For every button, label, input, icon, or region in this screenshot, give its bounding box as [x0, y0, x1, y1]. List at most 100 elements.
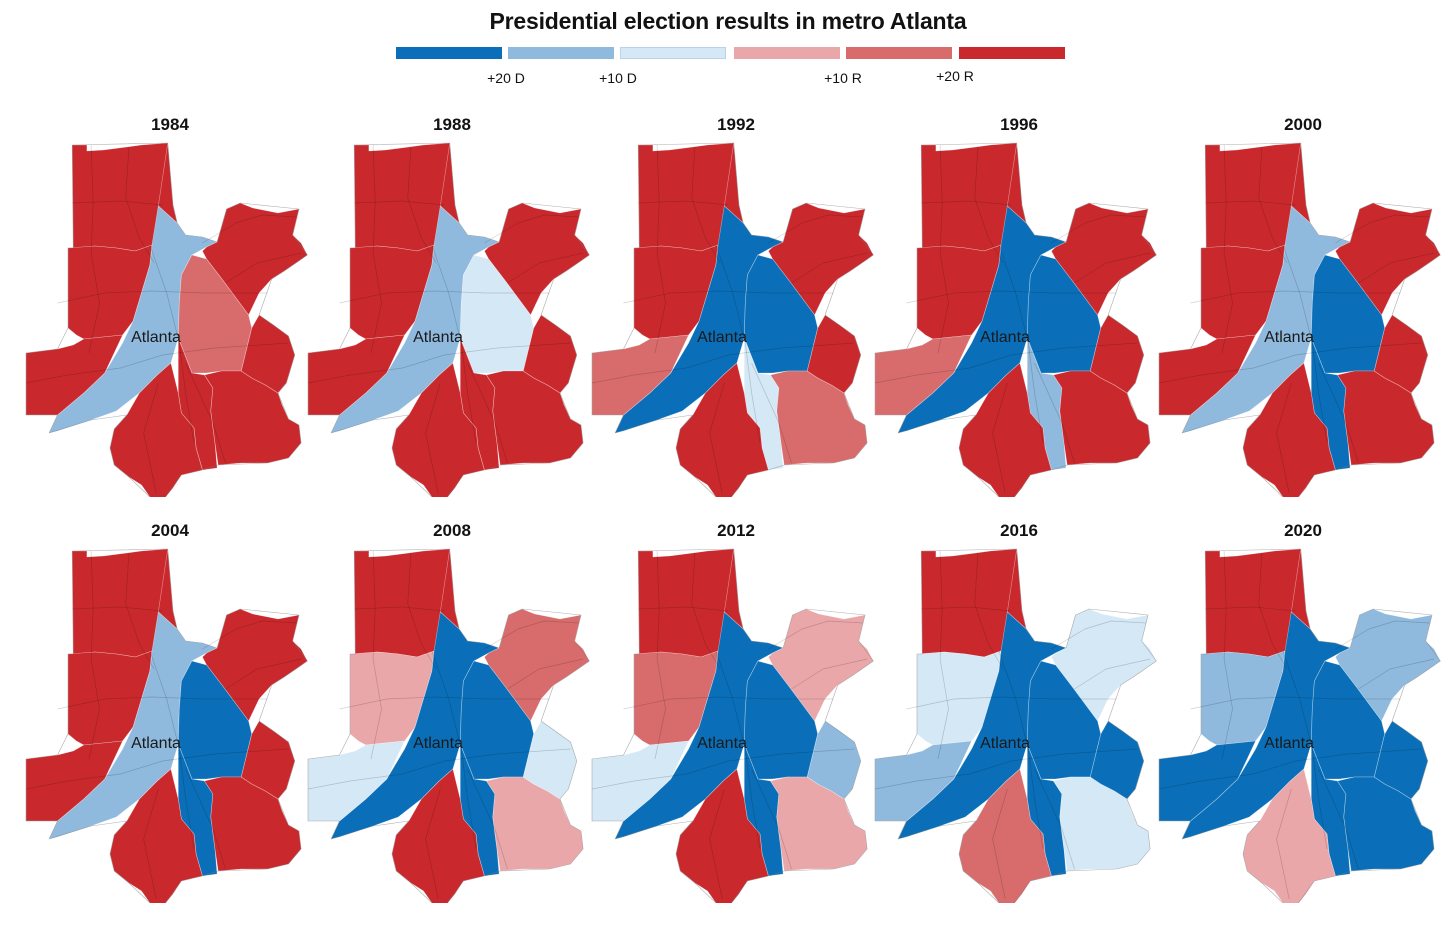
city-label-atlanta: Atlanta — [413, 735, 463, 752]
county-henry[interactable] — [1337, 370, 1435, 466]
county-henry[interactable] — [486, 370, 584, 466]
road-line — [691, 146, 721, 264]
road-line — [591, 748, 855, 790]
metro-outline — [307, 142, 590, 497]
legend-tick-r20: +20 R — [936, 68, 974, 84]
county-henry[interactable] — [1053, 776, 1151, 872]
county-henry[interactable] — [1053, 370, 1151, 466]
road-line — [654, 550, 666, 760]
road-line — [1190, 290, 1401, 304]
map-year-label: 1988 — [433, 115, 471, 134]
road-line — [1335, 214, 1430, 244]
road-line — [1158, 342, 1422, 384]
metro-outline — [591, 548, 874, 903]
county-dekalb[interactable] — [743, 254, 819, 374]
road-line — [202, 214, 297, 244]
road-line — [1221, 144, 1233, 354]
metro-outline — [591, 142, 874, 497]
legend-swatch-d10 — [508, 47, 614, 59]
county-map — [591, 142, 874, 497]
county-dekalb[interactable] — [1310, 254, 1386, 374]
map-panel-2000: 2000 Atlanta — [1158, 115, 1448, 515]
road-line — [307, 342, 571, 384]
road-line — [1358, 658, 1435, 690]
road-line — [623, 290, 834, 304]
county-dekalb[interactable] — [743, 660, 819, 780]
legend-swatch-r10 — [846, 47, 952, 59]
county-map — [1158, 548, 1441, 903]
road-line — [185, 768, 226, 870]
legend-tick-r10: +10 R — [824, 70, 862, 86]
road-line — [638, 606, 729, 612]
road-line — [125, 552, 155, 670]
road-line — [225, 252, 302, 284]
county-henry[interactable] — [486, 776, 584, 872]
road-line — [921, 200, 1012, 206]
county-henry[interactable] — [204, 370, 302, 466]
road-line — [185, 362, 226, 464]
city-label-atlanta: Atlanta — [413, 329, 463, 346]
road-line — [874, 748, 1138, 790]
road-line — [1158, 748, 1422, 790]
metro-outline — [1158, 142, 1441, 497]
road-line — [751, 362, 792, 464]
legend-swatch-r20 — [959, 47, 1065, 59]
road-line — [72, 606, 163, 612]
county-map — [25, 548, 308, 903]
county-henry[interactable] — [204, 776, 302, 872]
metro-outline — [307, 548, 590, 903]
legend-tick-d20: +20 D — [487, 70, 525, 86]
road-line — [1282, 650, 1328, 850]
county-dekalb[interactable] — [1026, 660, 1102, 780]
map-panel-1996: 1996 Atlanta — [874, 115, 1164, 515]
map-panel-1984: 1984 Atlanta — [25, 115, 315, 515]
city-label-atlanta: Atlanta — [131, 329, 181, 346]
county-dekalb[interactable] — [177, 660, 253, 780]
city-label-atlanta: Atlanta — [980, 329, 1030, 346]
road-line — [992, 788, 1008, 900]
road-line — [906, 290, 1117, 304]
road-line — [370, 550, 382, 760]
road-line — [307, 748, 571, 790]
road-line — [1335, 620, 1430, 650]
county-henry[interactable] — [1337, 776, 1435, 872]
road-line — [431, 650, 477, 850]
road-line — [354, 606, 445, 612]
road-line — [225, 658, 302, 690]
county-dekalb[interactable] — [1026, 254, 1102, 374]
road-line — [425, 788, 441, 900]
county-dekalb[interactable] — [459, 254, 535, 374]
road-line — [25, 342, 289, 384]
road-line — [339, 290, 550, 304]
county-dekalb[interactable] — [459, 660, 535, 780]
road-line — [638, 200, 729, 206]
road-line — [591, 342, 855, 384]
county-map — [874, 548, 1157, 903]
road-line — [407, 146, 437, 264]
county-dekalb[interactable] — [1310, 660, 1386, 780]
map-panel-2016: 2016 Atlanta — [874, 521, 1164, 921]
road-line — [1074, 658, 1151, 690]
road-line — [791, 658, 868, 690]
metro-outline — [874, 142, 1157, 497]
road-line — [974, 146, 1004, 264]
road-line — [339, 696, 550, 710]
road-line — [715, 650, 761, 850]
road-line — [751, 768, 792, 870]
county-map — [874, 142, 1157, 497]
road-line — [715, 244, 761, 444]
map-year-label: 2000 — [1284, 115, 1322, 134]
county-henry[interactable] — [770, 776, 868, 872]
metro-outline — [1158, 548, 1441, 903]
map-panel-2020: 2020 Atlanta — [1158, 521, 1448, 921]
county-dekalb[interactable] — [177, 254, 253, 374]
county-map — [591, 548, 874, 903]
county-henry[interactable] — [770, 370, 868, 466]
city-label-atlanta: Atlanta — [697, 735, 747, 752]
city-label-atlanta: Atlanta — [131, 735, 181, 752]
road-line — [768, 214, 863, 244]
road-line — [149, 244, 195, 444]
road-line — [143, 788, 159, 900]
map-panel-1988: 1988 Atlanta — [307, 115, 597, 515]
road-line — [1282, 244, 1328, 444]
